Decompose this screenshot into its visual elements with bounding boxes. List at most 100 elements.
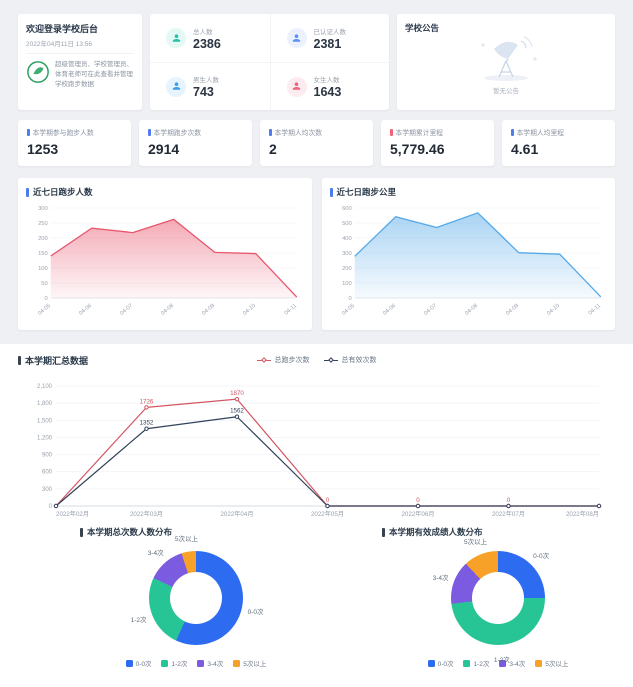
stat-label: 男生人数 bbox=[193, 77, 219, 84]
svg-text:04-11: 04-11 bbox=[284, 303, 299, 317]
legend-item[interactable]: 3-4次 bbox=[499, 658, 525, 668]
legend-label: 0-0次 bbox=[437, 661, 454, 668]
summary-title-row: 本学期汇总数据 bbox=[18, 354, 88, 367]
donut-legend: 0-0次 1-2次 3-4次 5次以上 bbox=[80, 658, 312, 668]
svg-text:0: 0 bbox=[49, 504, 53, 510]
svg-text:150: 150 bbox=[38, 251, 48, 257]
stat-value: 2386 bbox=[193, 36, 221, 51]
person-check-icon bbox=[286, 28, 307, 48]
svg-text:200: 200 bbox=[342, 266, 352, 272]
metric-row: 本学期参与跑步人数 1253 本学期跑步次数 2914 本学期人均次数 2 本学… bbox=[18, 120, 615, 166]
weekly-charts-row: 近七日跑步人数 0 50 100 150 200 250 300 04-05 04-06 04-0… bbox=[18, 178, 615, 330]
legend-label: 3-4次 bbox=[509, 661, 526, 668]
legend-item[interactable]: 5次以上 bbox=[535, 658, 568, 668]
metric-value: 1253 bbox=[27, 141, 59, 157]
title-accent-bar bbox=[18, 356, 21, 365]
donut-slice-label: 5次以上 bbox=[463, 539, 488, 547]
svg-text:1870: 1870 bbox=[230, 390, 244, 397]
metric-accent-bar bbox=[511, 128, 514, 136]
legend-label: 1-2次 bbox=[473, 661, 490, 668]
stats-card: 总人数 2386 已认证人数 2381 bbox=[150, 14, 389, 110]
legend-item[interactable]: 0-0次 bbox=[427, 658, 454, 668]
chart-title: 近七日跑步人数 bbox=[33, 187, 93, 197]
svg-text:900: 900 bbox=[42, 453, 53, 459]
title-accent-bar bbox=[80, 527, 83, 537]
legend-item[interactable]: 3-4次 bbox=[197, 658, 223, 668]
svg-text:04-07: 04-07 bbox=[423, 303, 438, 317]
legend-marker-icon bbox=[323, 357, 338, 364]
legend-swatch-icon bbox=[427, 659, 435, 667]
donut-title: 本学期有效成绩人数分布 bbox=[389, 527, 483, 537]
svg-text:04-10: 04-10 bbox=[242, 303, 257, 317]
donut-slice-label: 0-0次 bbox=[247, 609, 264, 617]
female-icon bbox=[286, 76, 307, 97]
antenna-illustration-icon bbox=[481, 36, 537, 81]
summary-chart-title: 本学期汇总数据 bbox=[25, 356, 89, 366]
stat-male-people: 男生人数 743 bbox=[150, 62, 270, 110]
legend-label: 0-0次 bbox=[135, 661, 152, 668]
donut-legend: 0-0次 1-2次 3-4次 5次以上 bbox=[382, 658, 614, 668]
donut-hole bbox=[170, 572, 222, 624]
legend-item-total-runs[interactable]: 总跑步次数 bbox=[256, 355, 310, 365]
metric-avg-count: 本学期人均次数 2 bbox=[260, 120, 373, 166]
welcome-title: 欢迎登录学校后台 bbox=[26, 24, 99, 34]
legend-swatch-icon bbox=[161, 659, 169, 667]
person-icon bbox=[166, 28, 186, 48]
stat-total-people: 总人数 2386 bbox=[150, 14, 270, 62]
total-count-donut-chart: 0-0次 1-2次 3-4次 5次以上 bbox=[80, 536, 312, 656]
legend-item[interactable]: 0-0次 bbox=[125, 658, 152, 668]
legend-marker-icon bbox=[256, 357, 271, 364]
metric-run-count: 本学期跑步次数 2914 bbox=[139, 120, 252, 166]
svg-text:04-08: 04-08 bbox=[464, 303, 479, 317]
svg-text:500: 500 bbox=[342, 221, 352, 227]
total-count-donut-block: 本学期总次数人数分布 0-0次 1-2次 3-4次 5次以上 0-0次 1-2次 3-… bbox=[80, 526, 312, 668]
legend-swatch-icon bbox=[535, 659, 543, 667]
svg-text:04-11: 04-11 bbox=[587, 303, 602, 317]
title-accent-bar bbox=[329, 187, 333, 197]
metric-avg-mileage: 本学期人均里程 4.61 bbox=[502, 120, 615, 166]
announcement-title: 学校公告 bbox=[405, 23, 440, 33]
male-icon bbox=[166, 76, 186, 97]
svg-text:600: 600 bbox=[42, 470, 53, 476]
donut-ring bbox=[451, 551, 545, 645]
metric-label: 本学期人均次数 bbox=[274, 130, 323, 137]
metric-value: 2 bbox=[269, 141, 277, 157]
svg-text:2022年03月: 2022年03月 bbox=[130, 510, 163, 518]
stat-value: 1643 bbox=[313, 85, 342, 99]
svg-text:50: 50 bbox=[41, 281, 47, 287]
legend-label: 5次以上 bbox=[545, 661, 569, 668]
svg-text:1,500: 1,500 bbox=[37, 418, 53, 424]
metric-value: 2914 bbox=[148, 141, 180, 157]
welcome-note: 超级管理员、学校管理员、体育老师可在此查看并管理学校跑步数据 bbox=[55, 61, 133, 89]
stat-value: 2381 bbox=[313, 36, 342, 51]
legend-item[interactable]: 1-2次 bbox=[463, 658, 489, 668]
svg-text:1562: 1562 bbox=[230, 408, 244, 415]
area-chart-last7-people: 0 50 100 150 200 250 300 04-05 04-06 04-07 04-08 04… bbox=[37, 206, 299, 317]
svg-text:300: 300 bbox=[38, 206, 48, 212]
title-accent-bar bbox=[382, 527, 385, 537]
legend-item[interactable]: 1-2次 bbox=[161, 658, 187, 668]
svg-text:100: 100 bbox=[342, 281, 352, 287]
legend-label: 总跑步次数 bbox=[274, 357, 310, 364]
svg-text:2022年02月: 2022年02月 bbox=[56, 510, 89, 518]
legend-swatch-icon bbox=[233, 659, 241, 667]
stat-value: 743 bbox=[193, 85, 214, 99]
legend-item-valid-runs[interactable]: 总有效次数 bbox=[323, 355, 377, 365]
stat-label: 总人数 bbox=[193, 28, 213, 36]
legend-label: 1-2次 bbox=[171, 661, 188, 668]
svg-text:600: 600 bbox=[342, 206, 352, 212]
svg-text:1,200: 1,200 bbox=[37, 435, 53, 441]
metric-label: 本学期人均里程 bbox=[516, 130, 565, 137]
metric-accent-bar bbox=[148, 128, 151, 136]
svg-text:2022年06月: 2022年06月 bbox=[401, 510, 434, 518]
announcement-card: 学校公告 暂无公告 bbox=[397, 14, 615, 110]
welcome-date: 2022年04月11日 13:56 bbox=[26, 38, 134, 54]
legend-item[interactable]: 5次以上 bbox=[233, 658, 266, 668]
metric-value: 5,779.46 bbox=[390, 141, 445, 157]
svg-text:2,100: 2,100 bbox=[37, 384, 53, 390]
school-logo-icon bbox=[26, 60, 50, 89]
svg-text:2022年05月: 2022年05月 bbox=[311, 510, 344, 518]
donut-slice-label: 0-0次 bbox=[533, 552, 550, 560]
summary-section: 本学期汇总数据 总跑步次数 总有效次数 0 300 600 900 1,200 1,500… bbox=[0, 344, 633, 687]
